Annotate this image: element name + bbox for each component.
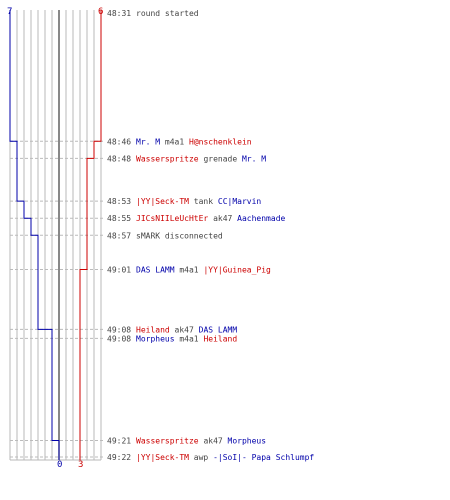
event-action: ak47 bbox=[208, 214, 237, 223]
blue-team-step-line bbox=[9, 10, 60, 460]
player-name: DAS LAMM bbox=[136, 266, 175, 275]
player-name: Heiland bbox=[203, 334, 237, 343]
player-name: Aachenmade bbox=[237, 214, 285, 223]
player-name: |YY|Seck-TM bbox=[136, 453, 189, 462]
player-name: DAS LAMM bbox=[199, 325, 238, 334]
player-name: H@nschenklein bbox=[189, 137, 252, 146]
event-text: Mr. M m4a1 H@nschenklein bbox=[136, 137, 252, 146]
event-time: 49:01 bbox=[107, 266, 131, 275]
event-action: round started bbox=[136, 9, 199, 18]
event-time: 48:57 bbox=[107, 231, 131, 240]
count-labels: 7 6 0 3 bbox=[7, 7, 103, 470]
player-name: |YY|Guinea_Pig bbox=[203, 266, 271, 275]
event-action: ak47 bbox=[199, 437, 228, 446]
event-text: Heiland ak47 DAS LAMM bbox=[136, 325, 237, 334]
player-name: Mr. M bbox=[136, 137, 160, 146]
event-text: |YY|Seck-TM tank CC|Marvin bbox=[136, 197, 261, 206]
team-series bbox=[9, 10, 102, 460]
event-time: 48:48 bbox=[107, 154, 131, 163]
event-time: 49:08 bbox=[107, 325, 131, 334]
event-time: 48:55 bbox=[107, 214, 131, 223]
event-action: m4a1 bbox=[175, 334, 204, 343]
bottom-blue-count-label: 0 bbox=[57, 460, 62, 470]
top-right-count-label: 6 bbox=[98, 7, 103, 17]
event-action: ak47 bbox=[170, 325, 199, 334]
player-name: CC|Marvin bbox=[218, 197, 262, 206]
event-text: JICsNIILeUcHtEr ak47 Aachenmade bbox=[136, 214, 286, 223]
event-action: grenade bbox=[199, 154, 242, 163]
event-action: m4a1 bbox=[175, 266, 204, 275]
event-time: 49:08 bbox=[107, 334, 131, 343]
player-name: JICsNIILeUcHtEr bbox=[136, 214, 208, 223]
event-text: DAS LAMM m4a1 |YY|Guinea_Pig bbox=[136, 266, 271, 275]
player-name: Morpheus bbox=[228, 437, 267, 446]
player-name: Wasserspritze bbox=[136, 154, 199, 163]
event-time: 48:53 bbox=[107, 197, 131, 206]
event-text: |YY|Seck-TM awp -|SoI|- Papa Schlumpf bbox=[136, 453, 314, 462]
event-action: m4a1 bbox=[160, 137, 189, 146]
event-text: Wasserspritze ak47 Morpheus bbox=[136, 437, 266, 446]
bottom-red-count-label: 3 bbox=[78, 460, 83, 470]
player-name: -|SoI|- Papa Schlumpf bbox=[213, 453, 314, 462]
event-text: sMARK disconnected bbox=[136, 231, 223, 240]
player-name: Heiland bbox=[136, 325, 170, 334]
player-name: Mr. M bbox=[242, 154, 266, 163]
event-action: awp bbox=[189, 453, 213, 462]
event-text: Morpheus m4a1 Heiland bbox=[136, 334, 237, 343]
player-name: |YY|Seck-TM bbox=[136, 197, 189, 206]
event-log: 48:31 round started 48:46 Mr. M m4a1 H@nsch… bbox=[107, 9, 314, 462]
event-time: 49:21 bbox=[107, 437, 131, 446]
red-team-step-line bbox=[79, 10, 102, 460]
event-time: 48:46 bbox=[107, 137, 131, 146]
event-text: Wasserspritze grenade Mr. M bbox=[136, 154, 266, 163]
event-action: tank bbox=[189, 197, 218, 206]
player-name: Wasserspritze bbox=[136, 437, 199, 446]
event-time: 49:22 bbox=[107, 453, 131, 462]
player-name: Morpheus bbox=[136, 334, 175, 343]
top-left-count-label: 7 bbox=[7, 7, 12, 17]
event-time: 48:31 bbox=[107, 9, 131, 18]
event-text: round started bbox=[136, 9, 199, 18]
event-action: sMARK disconnected bbox=[136, 231, 223, 240]
